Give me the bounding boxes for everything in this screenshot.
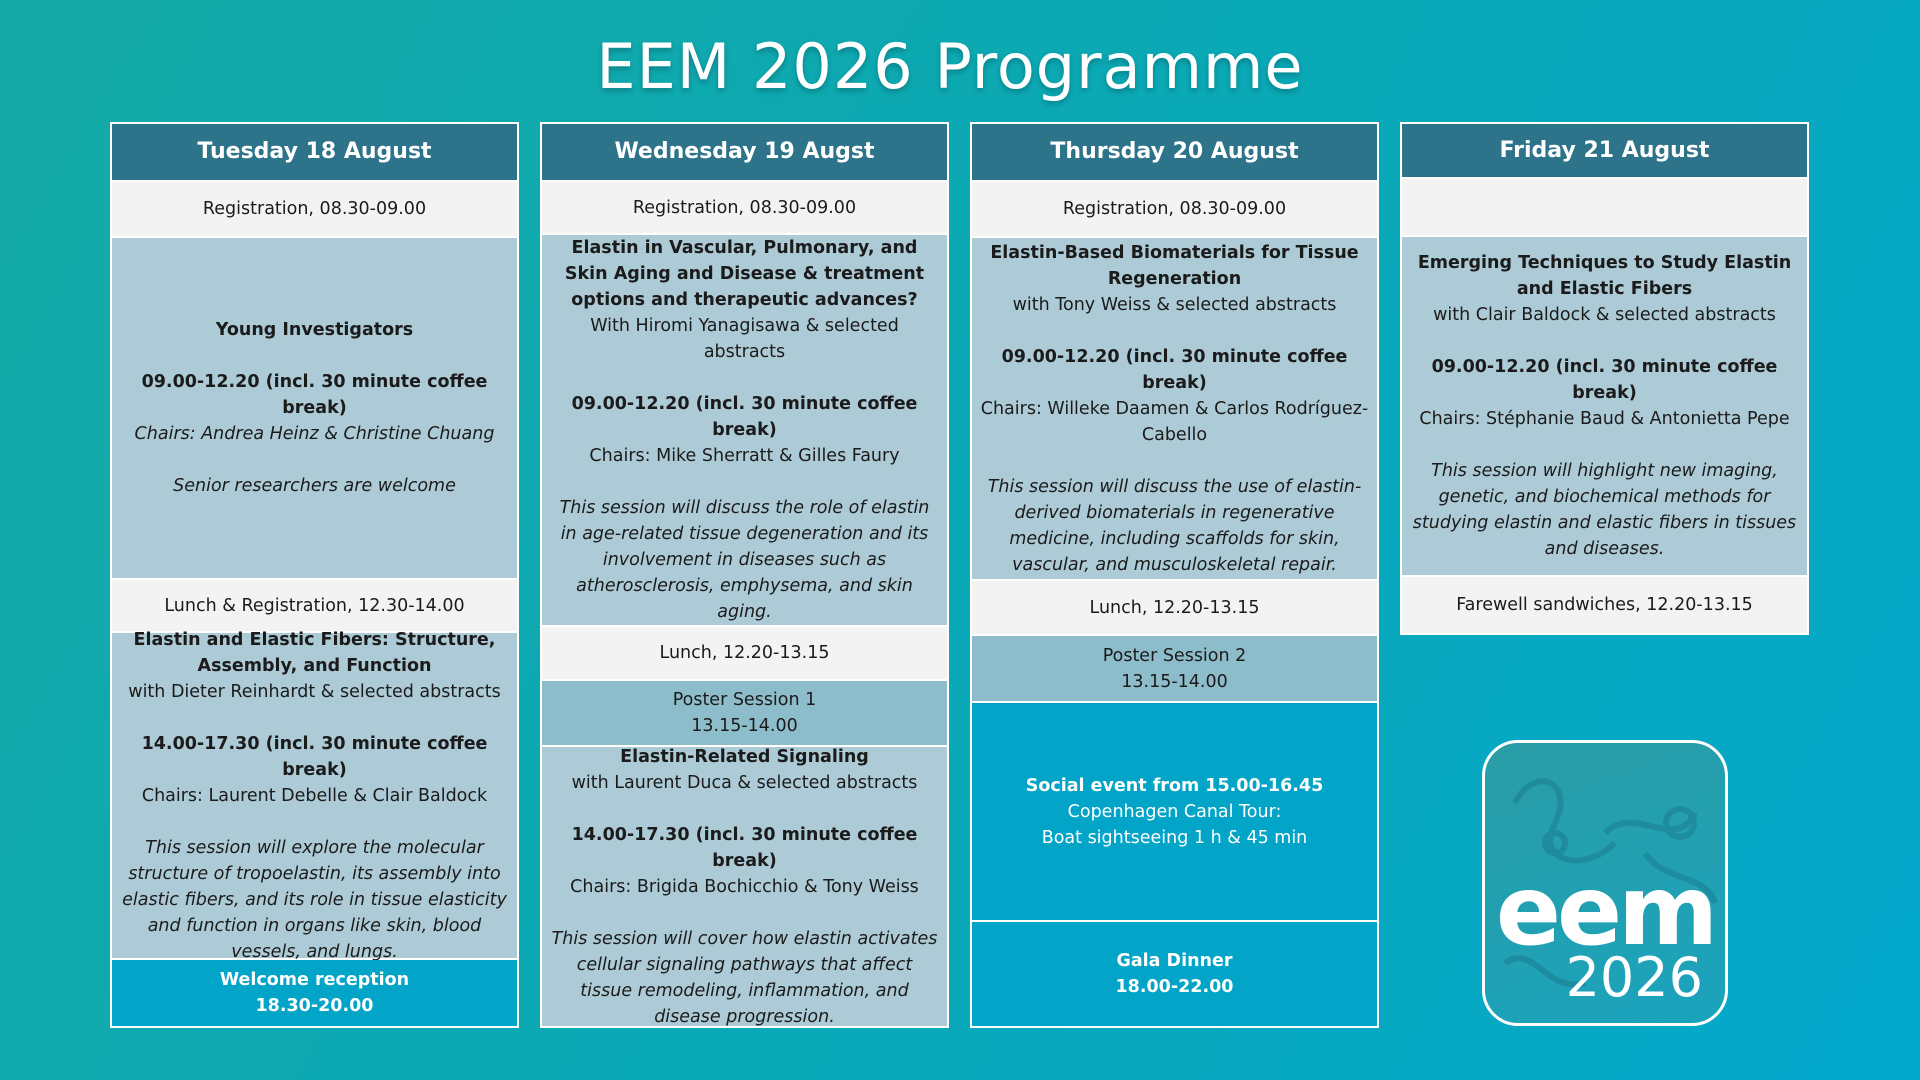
text-line: 18.30-20.00 <box>255 996 374 1016</box>
text-line: 09.00-12.20 (incl. 30 minute coffee brea… <box>571 394 918 440</box>
schedule-block: Registration, 08.30-09.00 <box>542 182 947 235</box>
day-header: Tuesday 18 August <box>112 124 517 182</box>
text-line: Wednesday 19 Augst <box>614 139 875 164</box>
session-block: Emerging Techniques to Study Elastin and… <box>1402 237 1807 577</box>
text-line: Elastin-Related Signaling <box>620 746 869 767</box>
text-line: Poster Session 2 <box>1102 645 1247 666</box>
text-line: with Laurent Duca & selected abstracts <box>571 772 918 793</box>
day-column: Thursday 20 August Registration, 08.30-0… <box>970 122 1379 1028</box>
session-block: Elastin-Based Biomaterials for Tissue Re… <box>972 238 1377 581</box>
text-line: Lunch, 12.20-13.15 <box>659 643 830 663</box>
text-line: Chairs: Stéphanie Baud & Antonietta Pepe <box>1419 409 1790 429</box>
text-line: Elastin in Vascular, Pulmonary, and Skin… <box>564 238 925 310</box>
text-line: This session will explore the molecular … <box>122 837 507 962</box>
text-line: Chairs: Brigida Bochicchio & Tony Weiss <box>570 876 919 897</box>
text-line: 13.15-14.00 <box>691 716 798 736</box>
schedule-block: Lunch, 12.20-13.15 <box>972 581 1377 636</box>
text-line: 14.00-17.30 (incl. 30 minute coffee brea… <box>141 733 488 780</box>
day-header: Wednesday 19 Augst <box>542 124 947 182</box>
schedule-block: Lunch & Registration, 12.30-14.00 <box>112 580 517 633</box>
event-block: Welcome reception 18.30-20.00 <box>112 960 517 1026</box>
text-line: Registration, 08.30-09.00 <box>632 197 857 218</box>
day-header: Thursday 20 August <box>972 124 1377 182</box>
session-block: Elastin in Vascular, Pulmonary, and Skin… <box>542 235 947 627</box>
text-line: Registration, 08.30-09.00 <box>1062 199 1287 219</box>
day-column: Friday 21 August Emerging Techniques to … <box>1400 122 1809 635</box>
day-header: Friday 21 August <box>1402 124 1807 179</box>
logo-year: 2026 <box>1565 946 1703 1009</box>
poster-block: Poster Session 2 13.15-14.00 <box>972 636 1377 703</box>
text-line: Friday 21 August <box>1499 137 1710 163</box>
text-line: 09.00-12.20 (incl. 30 minute coffee brea… <box>1001 346 1348 393</box>
text-line: Social event from 15.00-16.45 <box>1025 775 1324 796</box>
event-block: Social event from 15.00-16.45 Copenhagen… <box>972 703 1377 922</box>
text-line: with Tony Weiss & selected abstracts <box>1012 294 1337 315</box>
logo-pattern <box>1503 778 1718 988</box>
text-line: This session will highlight new imaging,… <box>1412 461 1797 559</box>
text-line: Copenhagen Canal Tour: <box>1067 801 1282 822</box>
text-line: Lunch, 12.20-13.15 <box>1089 597 1260 618</box>
page-title: EEM 2026 Programme <box>596 30 1304 103</box>
text-line: This session will cover how elastin acti… <box>551 928 938 1027</box>
schedule-block: Lunch, 12.20-13.15 <box>542 627 947 681</box>
text-line: with Dieter Reinhardt & selected abstrac… <box>128 681 501 702</box>
text-line: 18.00-22.00 <box>1115 977 1234 997</box>
logo-name: eem <box>1495 855 1718 967</box>
text-line: This session will discuss the use of ela… <box>987 476 1362 575</box>
text-line: Elastin and Elastic Fibers: Structure, A… <box>133 629 496 676</box>
text-line: Registration, 08.30-09.00 <box>202 199 427 219</box>
text-line: Lunch & Registration, 12.30-14.00 <box>164 595 465 616</box>
text-line: Farewell sandwiches, 12.20-13.15 <box>1456 595 1753 615</box>
schedule-block: Registration, 08.30-09.00 <box>972 182 1377 238</box>
session-block: Young Investigators 09.00-12.20 (incl. 3… <box>112 238 517 580</box>
text-line: With Hiromi Yanagisawa & selected abstra… <box>590 316 899 362</box>
text-line: Chairs: Mike Sherratt & Gilles Faury <box>589 446 900 466</box>
event-block: Gala Dinner 18.00-22.00 <box>972 922 1377 1026</box>
text-line: Boat sightseeing 1 h & 45 min <box>1041 827 1308 848</box>
text-line: Young Investigators <box>215 320 414 340</box>
text-line: Elastin-Based Biomaterials for Tissue Re… <box>990 242 1359 289</box>
schedule-block: Farewell sandwiches, 12.20-13.15 <box>1402 577 1807 633</box>
text-line: 14.00-17.30 (incl. 30 minute coffee brea… <box>571 824 918 871</box>
text-line: This session will discuss the role of el… <box>559 498 930 622</box>
day-column: Wednesday 19 Augst Registration, 08.30-0… <box>540 122 949 1028</box>
text-line: Thursday 20 August <box>1050 139 1299 164</box>
text-line: Chairs: Andrea Heinz & Christine Chuang <box>134 424 495 444</box>
text-line: 09.00-12.20 (incl. 30 minute coffee brea… <box>1431 357 1778 403</box>
text-line: 09.00-12.20 (incl. 30 minute coffee brea… <box>141 372 488 418</box>
text-line: Chairs: Laurent Debelle & Clair Baldock <box>141 785 488 806</box>
schedule-block: Registration, 08.30-09.00 <box>112 182 517 238</box>
text-line: Poster Session 1 <box>672 690 817 710</box>
text-line: 13.15-14.00 <box>1121 671 1228 692</box>
day-column: Tuesday 18 August Registration, 08.30-09… <box>110 122 519 1028</box>
text-line: Senior researchers are welcome <box>173 476 456 496</box>
text-line: with Clair Baldock & selected abstracts <box>1433 305 1776 325</box>
session-block: Elastin and Elastic Fibers: Structure, A… <box>112 630 517 962</box>
text-line: Emerging Techniques to Study Elastin and… <box>1417 253 1792 299</box>
text-line: Welcome reception <box>219 970 410 990</box>
text-line: Tuesday 18 August <box>197 139 432 164</box>
session-block: Elastin-Related Signaling with Laurent D… <box>542 746 947 1027</box>
logo: eem 2026 <box>1482 740 1728 1026</box>
text-line: Gala Dinner <box>1116 951 1233 971</box>
poster-block: Poster Session 1 13.15-14.00 <box>542 681 947 747</box>
text-line: Chairs: Willeke Daamen & Carlos Rodrígue… <box>980 398 1369 445</box>
empty-block <box>1402 179 1807 237</box>
